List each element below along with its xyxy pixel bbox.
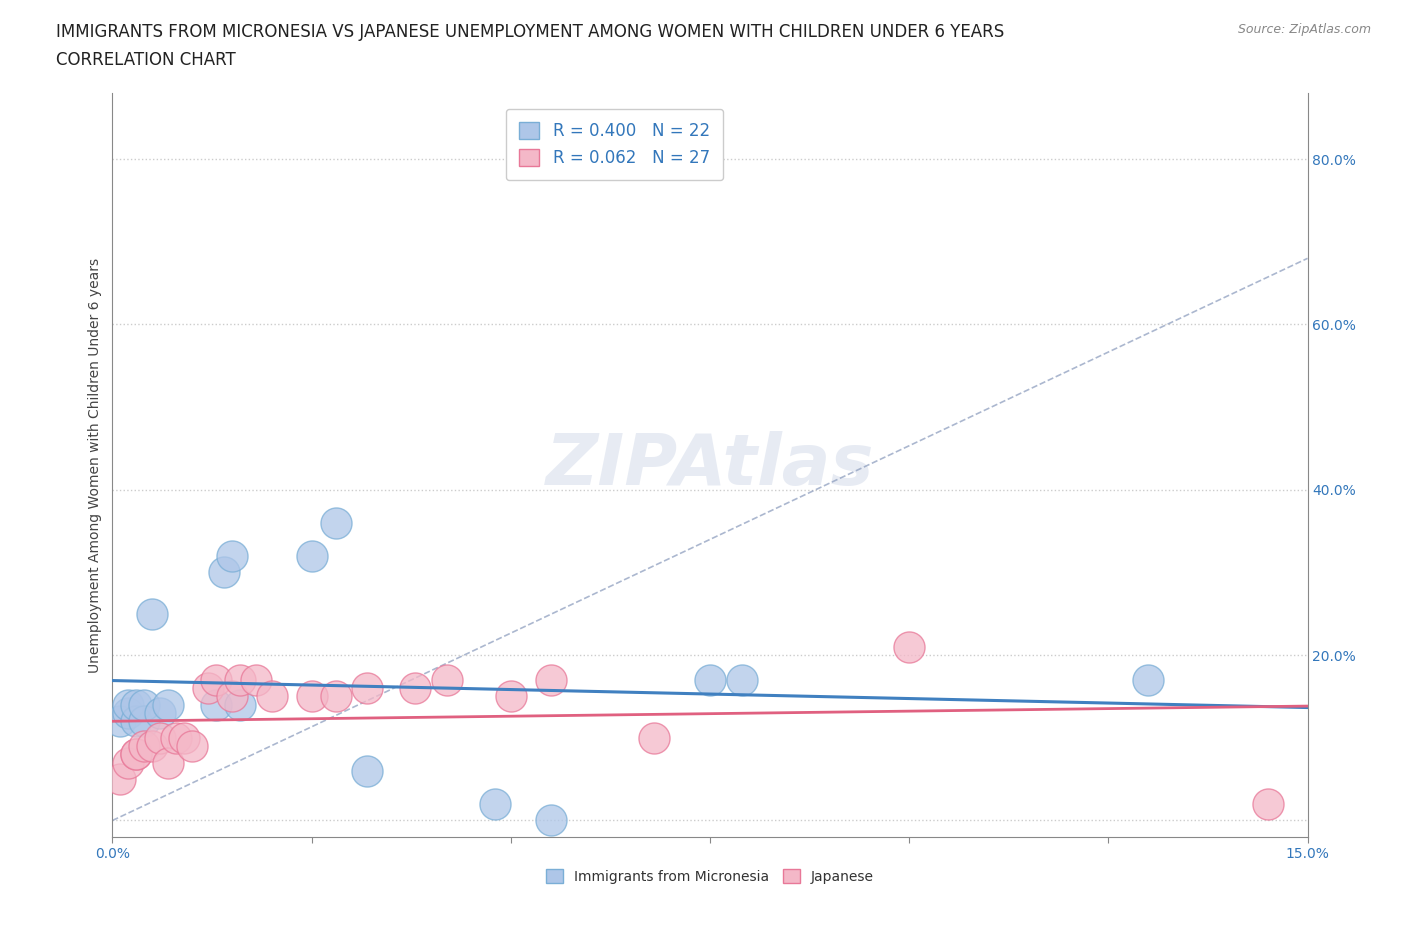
Point	[134, 738, 156, 753]
Point	[212, 565, 235, 580]
Point	[141, 738, 163, 753]
Point	[149, 706, 172, 721]
Point	[181, 738, 204, 753]
Point	[125, 714, 148, 729]
Point	[699, 672, 721, 687]
Point	[301, 549, 323, 564]
Point	[1257, 796, 1279, 811]
Point	[325, 515, 347, 530]
Point	[173, 730, 195, 745]
Point	[134, 714, 156, 729]
Point	[540, 672, 562, 687]
Point	[157, 755, 180, 770]
Point	[540, 813, 562, 828]
Point	[117, 706, 139, 721]
Text: ZIPAtlas: ZIPAtlas	[546, 431, 875, 499]
Point	[141, 606, 163, 621]
Point	[356, 764, 378, 778]
Point	[301, 689, 323, 704]
Point	[643, 730, 665, 745]
Point	[125, 747, 148, 762]
Text: CORRELATION CHART: CORRELATION CHART	[56, 51, 236, 69]
Text: Source: ZipAtlas.com: Source: ZipAtlas.com	[1237, 23, 1371, 36]
Point	[197, 681, 219, 696]
Point	[245, 672, 267, 687]
Point	[325, 689, 347, 704]
Point	[110, 772, 132, 787]
Point	[125, 747, 148, 762]
Point	[221, 689, 243, 704]
Point	[205, 672, 228, 687]
Point	[436, 672, 458, 687]
Point	[205, 698, 228, 712]
Point	[157, 698, 180, 712]
Point	[110, 714, 132, 729]
Point	[731, 672, 754, 687]
Point	[898, 640, 921, 655]
Point	[134, 698, 156, 712]
Point	[149, 730, 172, 745]
Point	[404, 681, 426, 696]
Point	[221, 549, 243, 564]
Y-axis label: Unemployment Among Women with Children Under 6 years: Unemployment Among Women with Children U…	[89, 258, 103, 672]
Point	[125, 698, 148, 712]
Point	[484, 796, 506, 811]
Point	[117, 698, 139, 712]
Point	[1137, 672, 1160, 687]
Point	[356, 681, 378, 696]
Point	[499, 689, 522, 704]
Point	[165, 730, 187, 745]
Point	[229, 672, 252, 687]
Legend: Immigrants from Micronesia, Japanese: Immigrants from Micronesia, Japanese	[541, 864, 879, 890]
Point	[229, 698, 252, 712]
Point	[117, 755, 139, 770]
Text: IMMIGRANTS FROM MICRONESIA VS JAPANESE UNEMPLOYMENT AMONG WOMEN WITH CHILDREN UN: IMMIGRANTS FROM MICRONESIA VS JAPANESE U…	[56, 23, 1004, 41]
Point	[260, 689, 283, 704]
